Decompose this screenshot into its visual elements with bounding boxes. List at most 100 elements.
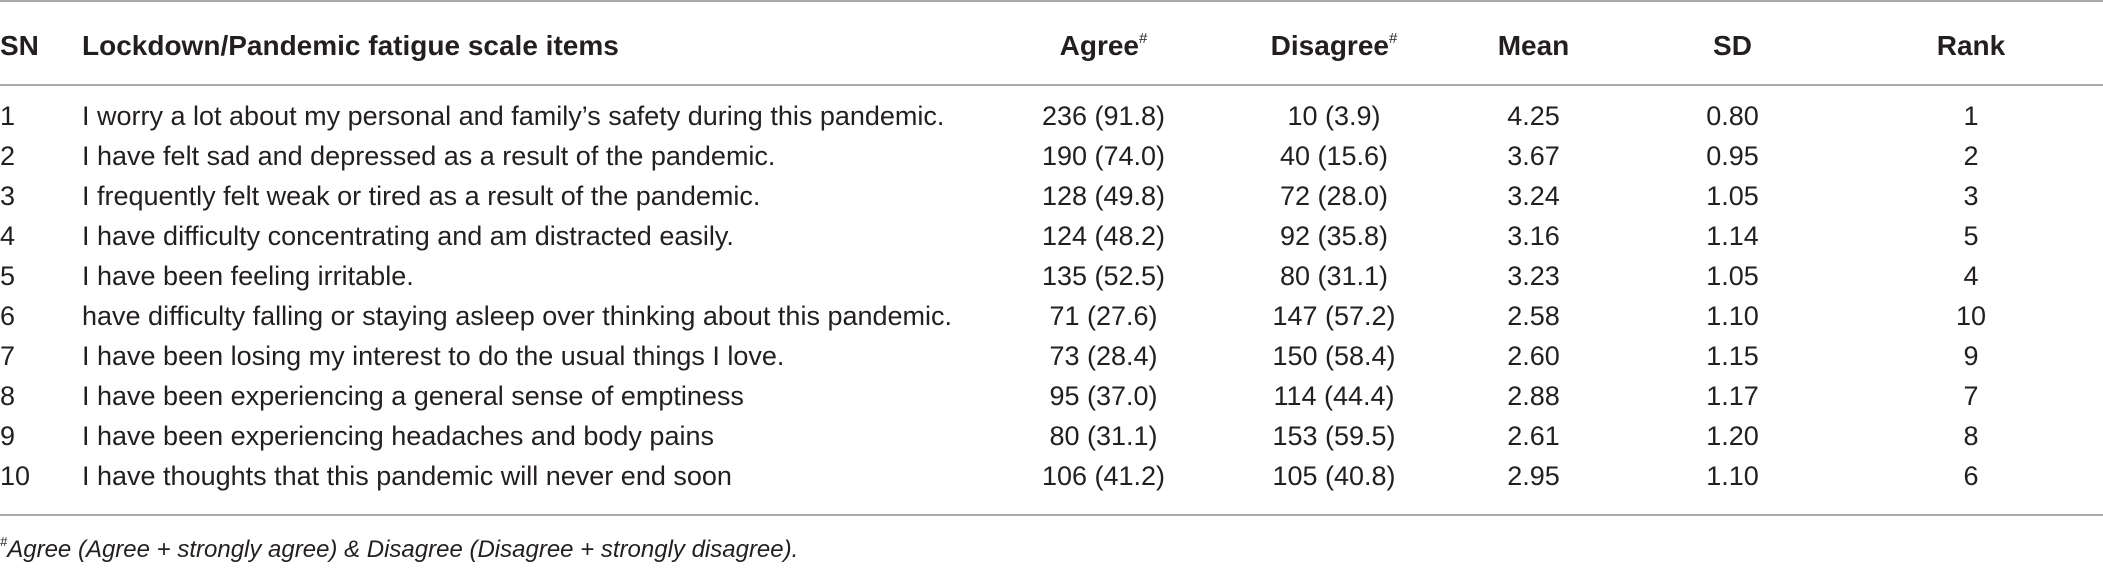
cell-rank: 6 (1963, 460, 1979, 491)
header-disagree-label: Disagree (1270, 30, 1389, 61)
cell-sd: 1.05 (1706, 180, 1759, 211)
cell-sd: 1.15 (1706, 340, 1759, 371)
cell-agree: 71 (27.6) (1049, 300, 1158, 331)
cell-sd: 0.95 (1706, 140, 1759, 171)
header-mean: Mean (1497, 30, 1570, 61)
table-row: 7 I have been losing my interest to do t… (0, 336, 2103, 376)
cell-disagree: 105 (40.8) (1272, 460, 1396, 491)
cell-agree: 135 (52.5) (1041, 260, 1166, 291)
table-row: 1 I worry a lot about my personal and fa… (0, 86, 2103, 136)
cell-item: I worry a lot about my personal and fami… (82, 100, 945, 131)
cell-mean: 2.58 (1507, 300, 1560, 331)
cell-item: I frequently felt weak or tired as a res… (82, 180, 761, 211)
cell-disagree: 72 (28.0) (1279, 180, 1389, 211)
cell-sd: 1.14 (1706, 220, 1759, 251)
cell-sn: 5 (0, 260, 16, 291)
header-disagree: Disagree# (1227, 6, 1441, 86)
cell-agree: 124 (48.2) (1041, 220, 1166, 251)
cell-item: have difficulty falling or staying aslee… (82, 300, 953, 331)
table-row: 2 I have felt sad and depressed as a res… (0, 136, 2103, 176)
cell-sn: 9 (0, 420, 16, 451)
table-header: SN Lockdown/Pandemic fatigue scale items… (0, 6, 2103, 86)
cell-sn: 10 (0, 460, 31, 491)
header-agree: Agree# (980, 6, 1227, 86)
table-header-rule (0, 84, 2103, 86)
cell-rank: 2 (1963, 140, 1979, 171)
table-row: 5 I have been feeling irritable. 135 (52… (0, 256, 2103, 296)
cell-agree: 106 (41.2) (1041, 460, 1166, 491)
header-agree-label: Agree (1059, 30, 1140, 61)
cell-rank: 3 (1963, 180, 1979, 211)
cell-agree: 236 (91.8) (1041, 100, 1166, 131)
cell-agree: 73 (28.4) (1049, 340, 1158, 371)
header-row: SN Lockdown/Pandemic fatigue scale items… (0, 6, 2103, 86)
cell-sd: 1.20 (1706, 420, 1759, 451)
cell-item: I have felt sad and depressed as a resul… (82, 140, 776, 171)
cell-rank: 7 (1963, 380, 1979, 411)
table-row: 3 I frequently felt weak or tired as a r… (0, 176, 2103, 216)
table-bottom-rule (0, 514, 2103, 516)
cell-rank: 1 (1963, 100, 1979, 131)
header-sn: SN (0, 30, 39, 61)
header-agree-marker: # (1139, 30, 1148, 47)
cell-item: I have been losing my interest to do the… (82, 340, 785, 371)
cell-sd: 1.05 (1706, 260, 1759, 291)
table-body: 1 I worry a lot about my personal and fa… (0, 86, 2103, 496)
cell-mean: 3.67 (1507, 140, 1560, 171)
table-row: 4 I have difficulty concentrating and am… (0, 216, 2103, 256)
cell-disagree: 80 (31.1) (1279, 260, 1389, 291)
cell-item: I have been feeling irritable. (82, 260, 414, 291)
cell-sn: 1 (0, 100, 16, 131)
cell-sn: 2 (0, 140, 16, 171)
header-sd: SD (1713, 30, 1752, 61)
cell-mean: 3.16 (1507, 220, 1560, 251)
cell-mean: 2.60 (1507, 340, 1560, 371)
cell-disagree: 147 (57.2) (1272, 300, 1396, 331)
cell-item: I have thoughts that this pandemic will … (82, 460, 732, 491)
cell-disagree: 150 (58.4) (1272, 340, 1396, 371)
cell-mean: 2.61 (1507, 420, 1560, 451)
cell-sn: 6 (0, 300, 16, 331)
cell-mean: 2.88 (1507, 380, 1560, 411)
cell-disagree: 92 (35.8) (1279, 220, 1389, 251)
cell-agree: 95 (37.0) (1049, 380, 1158, 411)
header-item: Lockdown/Pandemic fatigue scale items (82, 30, 619, 61)
table-row: 6 have difficulty falling or staying asl… (0, 296, 2103, 336)
cell-disagree: 10 (3.9) (1287, 100, 1381, 131)
cell-item: I have been experiencing headaches and b… (82, 420, 714, 451)
cell-sn: 8 (0, 380, 16, 411)
cell-rank: 9 (1963, 340, 1979, 371)
cell-agree: 80 (31.1) (1049, 420, 1158, 451)
cell-mean: 3.24 (1507, 180, 1560, 211)
cell-disagree: 40 (15.6) (1279, 140, 1389, 171)
table-footnote: #Agree (Agree + strongly agree) & Disagr… (0, 534, 799, 564)
table-top-rule (0, 0, 2103, 2)
cell-mean: 3.23 (1507, 260, 1560, 291)
cell-sn: 7 (0, 340, 16, 371)
cell-rank: 5 (1963, 220, 1979, 251)
cell-disagree: 114 (44.4) (1273, 380, 1395, 411)
cell-sd: 1.10 (1706, 300, 1759, 331)
cell-sn: 3 (0, 180, 16, 211)
footnote-marker: # (0, 534, 8, 549)
fatigue-scale-table-container: SN Lockdown/Pandemic fatigue scale items… (0, 6, 2103, 496)
cell-agree: 128 (49.8) (1041, 180, 1166, 211)
footnote-text: Agree (Agree + strongly agree) & Disagre… (7, 536, 799, 563)
cell-sd: 0.80 (1706, 100, 1759, 131)
fatigue-scale-table: SN Lockdown/Pandemic fatigue scale items… (0, 6, 2103, 496)
cell-disagree: 153 (59.5) (1272, 420, 1396, 451)
cell-sd: 1.17 (1706, 380, 1759, 411)
cell-rank: 10 (1955, 300, 1987, 331)
header-disagree-marker: # (1388, 30, 1398, 47)
table-row: 8 I have been experiencing a general sen… (0, 376, 2103, 416)
cell-item: I have been experiencing a general sense… (82, 380, 744, 411)
cell-mean: 2.95 (1507, 460, 1560, 491)
cell-item: I have difficulty concentrating and am d… (82, 220, 734, 251)
cell-rank: 4 (1963, 260, 1979, 291)
header-rank: Rank (1936, 30, 2006, 61)
cell-sn: 4 (0, 220, 16, 251)
cell-mean: 4.25 (1507, 100, 1560, 131)
cell-sd: 1.10 (1706, 460, 1759, 491)
cell-rank: 8 (1963, 420, 1979, 451)
table-row: 10 I have thoughts that this pandemic wi… (0, 456, 2103, 496)
